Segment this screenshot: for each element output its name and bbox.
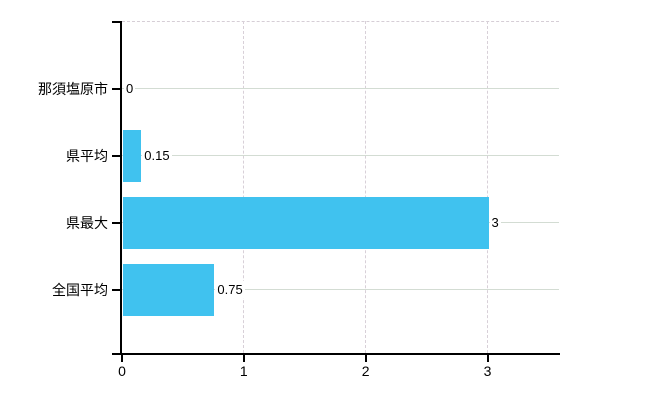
category-label: 県平均 xyxy=(66,147,108,164)
value-label: 0.15 xyxy=(142,146,172,164)
category-tick xyxy=(112,288,121,291)
row-gridline xyxy=(122,88,559,89)
v-gridline xyxy=(487,21,488,353)
category-label: 全国平均 xyxy=(52,281,108,298)
v-gridline xyxy=(365,21,367,353)
y-axis-top-tick xyxy=(112,21,121,23)
x-axis-tick-label: 3 xyxy=(483,363,492,379)
category-label: 県最大 xyxy=(66,214,108,231)
x-axis-line xyxy=(112,353,560,355)
x-axis-tick xyxy=(242,355,245,362)
value-label: 0.75 xyxy=(215,280,245,298)
category-label: 那須塩原市 xyxy=(38,80,108,97)
top-dashed-gridline xyxy=(122,21,559,22)
y-axis-line xyxy=(120,21,122,354)
x-axis-tick xyxy=(364,355,367,362)
bar xyxy=(123,129,142,182)
value-label: 3 xyxy=(489,213,501,231)
row-gridline xyxy=(122,289,559,290)
category-tick xyxy=(112,154,121,157)
value-label: 0 xyxy=(124,79,136,97)
bar xyxy=(123,263,215,316)
x-axis-tick-label: 2 xyxy=(361,363,370,379)
category-tick xyxy=(112,87,121,90)
row-gridline xyxy=(122,155,559,156)
x-axis-tick-label: 1 xyxy=(239,363,248,379)
v-gridline xyxy=(243,21,245,353)
x-axis-tick xyxy=(121,355,123,362)
bar xyxy=(123,196,489,249)
category-tick xyxy=(112,221,121,224)
x-axis-tick xyxy=(486,355,489,362)
x-axis-tick-label: 0 xyxy=(118,363,126,379)
